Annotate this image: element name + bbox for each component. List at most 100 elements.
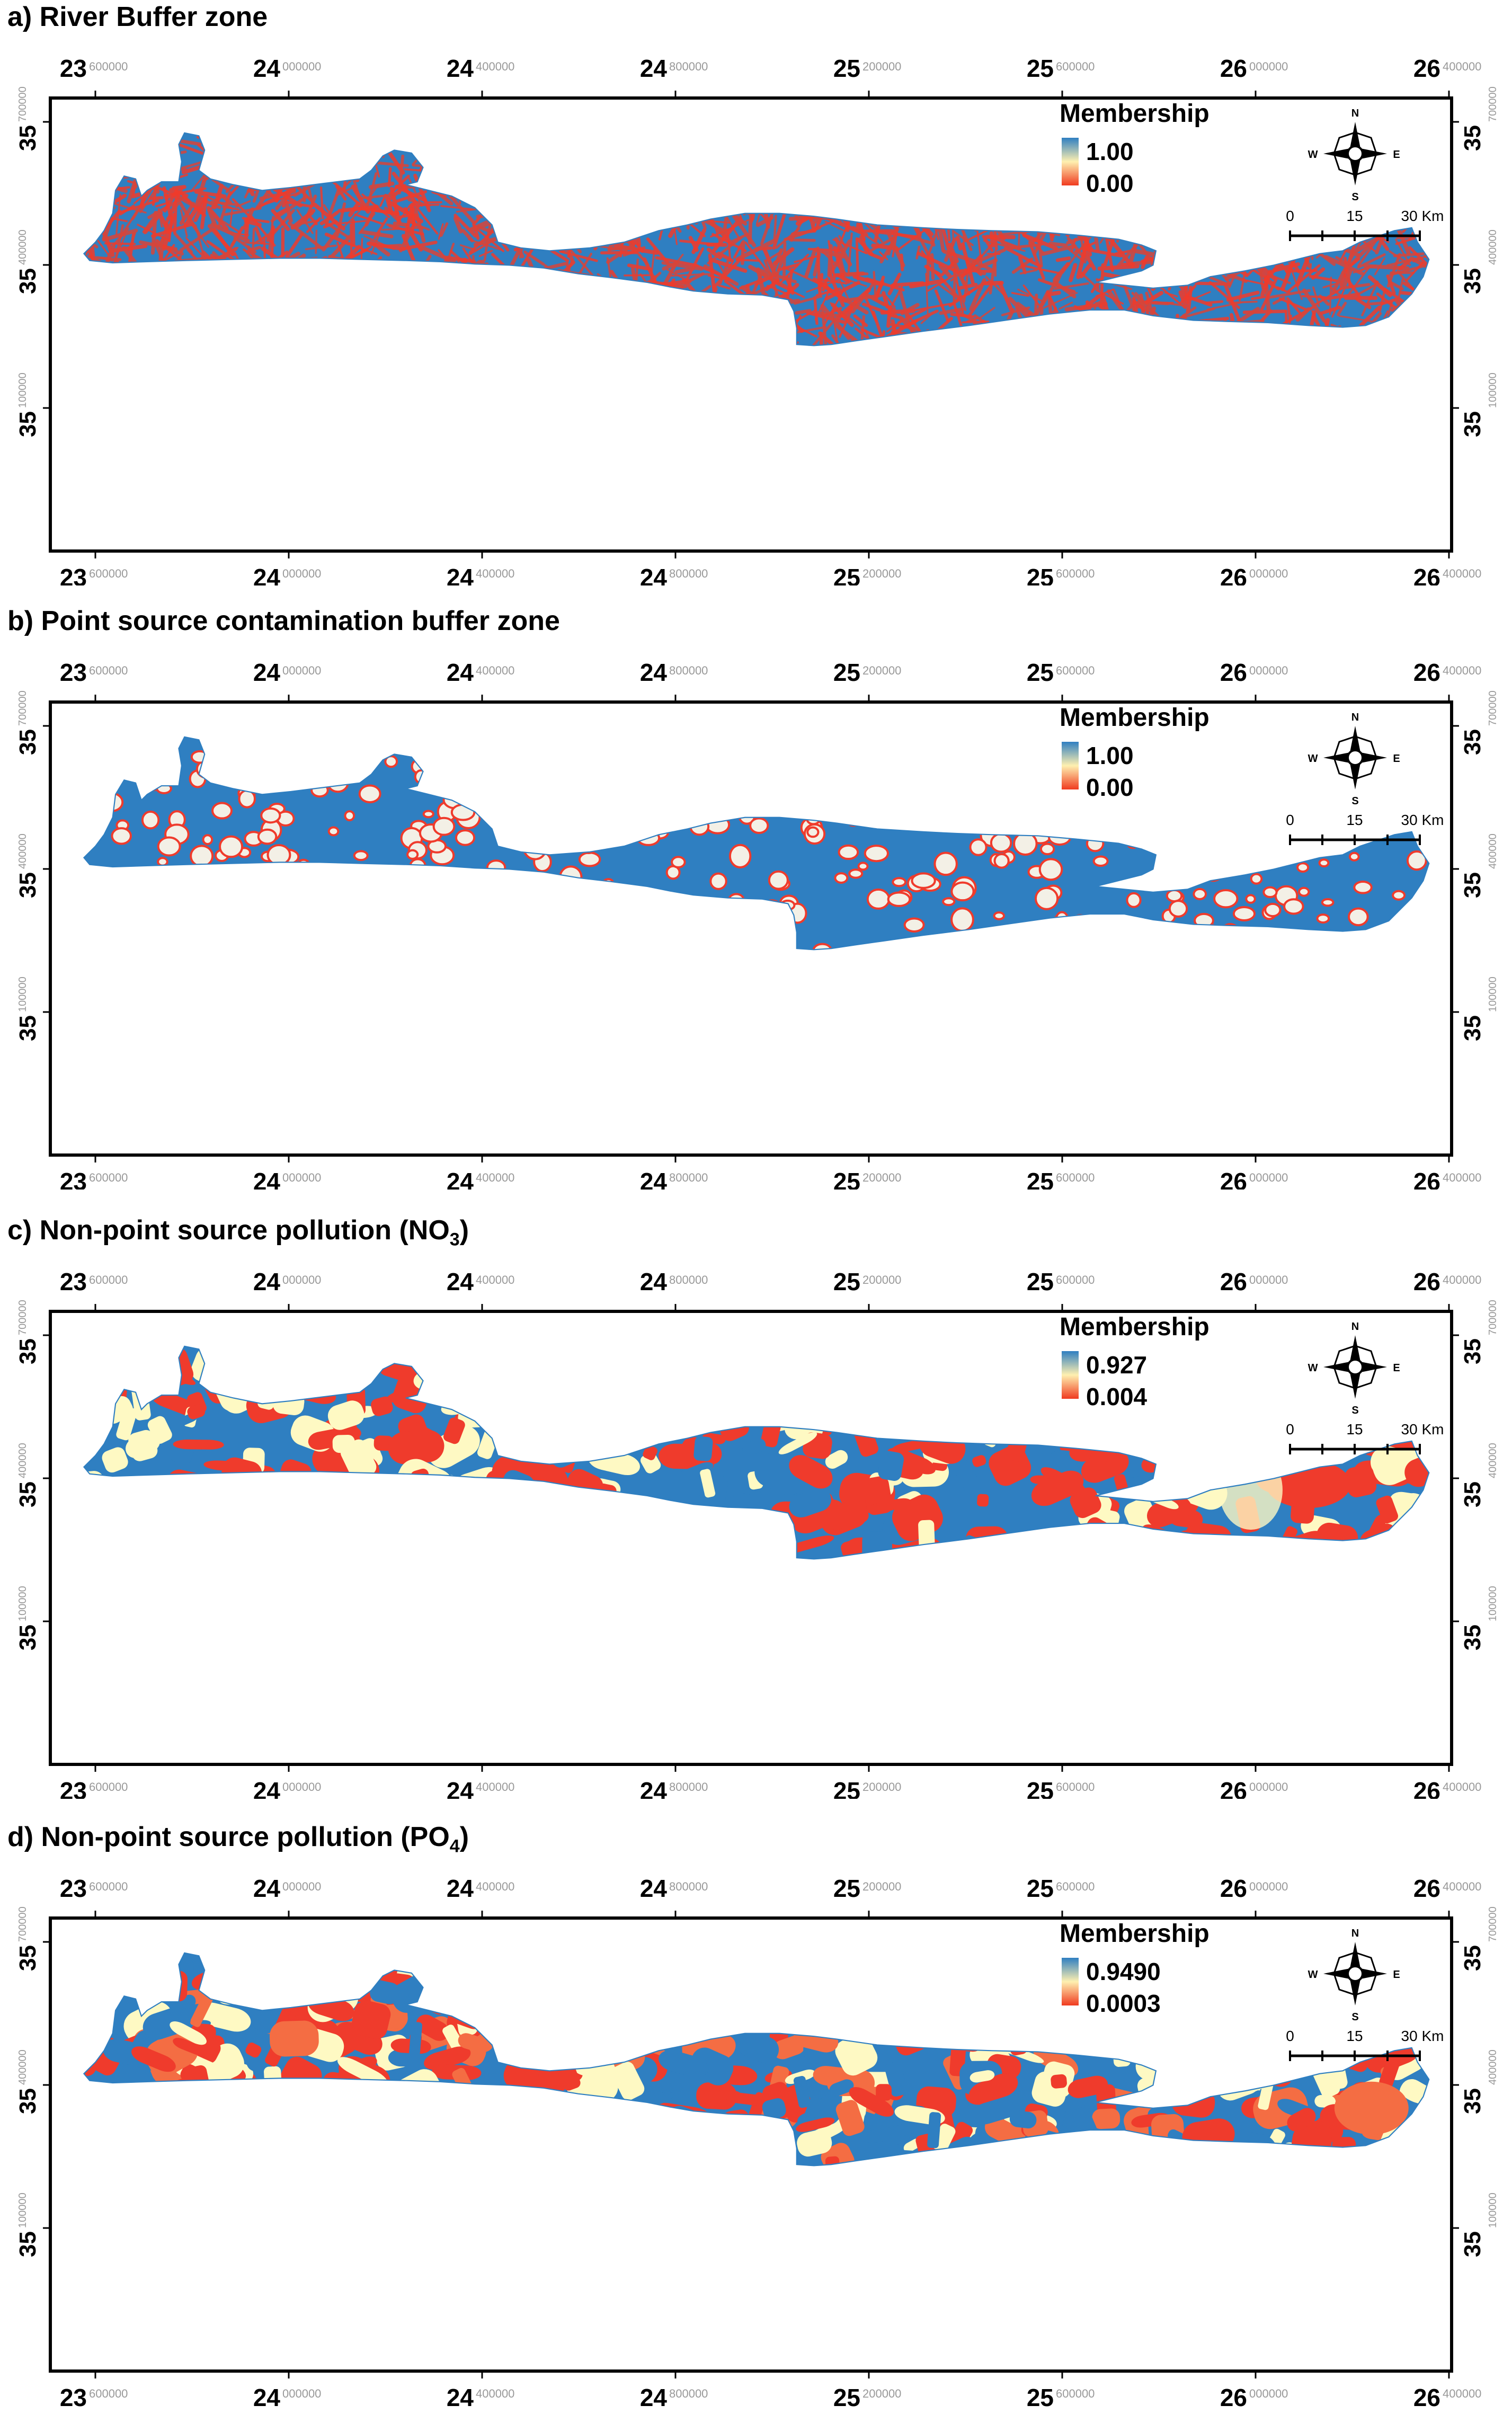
contamination-point: [1034, 886, 1059, 910]
river-segment: [166, 203, 180, 220]
river-segment: [1154, 300, 1190, 307]
river-segment: [775, 227, 800, 249]
river-segment: [1132, 297, 1139, 315]
landuse-patch: [849, 2087, 894, 2117]
river-segment: [812, 312, 841, 346]
x-tick-label-bottom: 25: [833, 1168, 860, 1190]
river-segment: [824, 220, 846, 232]
river-segment: [1144, 290, 1164, 304]
x-tick-minor-bottom: 000000: [1249, 567, 1288, 580]
landuse-patch: [269, 2020, 319, 2057]
island-outline: [83, 132, 1430, 347]
y-tick-label-left: 35: [15, 1481, 41, 1507]
scale-bar-label: 30 Km: [1401, 1421, 1444, 1437]
x-tick-minor-bottom: 400000: [1443, 1171, 1481, 1184]
x-tick-label-bottom: 25: [833, 564, 860, 585]
river-segment: [1041, 244, 1077, 256]
river-segment: [788, 238, 816, 242]
river-segment: [1076, 238, 1089, 279]
x-tick-label-bottom: 24: [253, 564, 281, 585]
x-tick-minor-bottom: 000000: [1249, 1171, 1288, 1184]
x-tick-minor-top: 400000: [476, 60, 514, 73]
river-segment: [232, 198, 254, 221]
river-segment: [830, 302, 862, 329]
river-segment: [180, 209, 188, 237]
contamination-point: [990, 832, 1012, 853]
contamination-point: [857, 862, 869, 871]
legend-low-value: 0.0003: [1086, 1990, 1161, 2017]
river-segment: [366, 172, 378, 207]
river-segment: [305, 244, 337, 251]
river-segment: [670, 273, 714, 277]
river-segment: [139, 240, 178, 251]
x-tick-minor-top: 600000: [89, 664, 128, 677]
river-segment: [1358, 282, 1380, 295]
y-tick-minor-right: 400000: [1487, 2049, 1499, 2085]
compass-label-e: E: [1393, 753, 1400, 765]
contamination-point: [422, 810, 434, 819]
x-tick-minor-bottom: 400000: [476, 2387, 514, 2400]
map-frame: [49, 96, 1453, 553]
y-tick-label-right: 35: [1460, 1481, 1486, 1507]
legend: Membership 0.927 0.004: [1060, 1313, 1209, 1410]
compass-star: [1333, 1345, 1377, 1389]
river-segment: [1386, 274, 1396, 295]
panel-title: b) Point source contamination buffer zon…: [7, 606, 560, 636]
river-segment: [754, 274, 778, 287]
y-tick-minor-left: 400000: [17, 229, 29, 265]
landuse-patch: [1146, 1496, 1191, 1528]
landuse-patch: [984, 2116, 1019, 2145]
contamination-point: [358, 784, 381, 804]
river-segment: [256, 188, 271, 209]
x-tick-label-bottom: 24: [447, 1168, 474, 1190]
y-tick-minor-left: 400000: [17, 833, 29, 869]
x-tick-label-bottom: 24: [640, 2384, 668, 2411]
landuse-patch: [1031, 1470, 1084, 1506]
x-tick-minor-top: 400000: [1443, 1273, 1481, 1286]
scale-bar-label: 0: [1286, 812, 1294, 828]
river-segment: [940, 262, 955, 277]
x-tick-label-bottom: 24: [640, 1168, 668, 1190]
landuse-patch: [778, 1432, 817, 1454]
x-tick-minor-bottom: 200000: [862, 1780, 901, 1794]
river-segment: [308, 189, 315, 208]
landuse-patch: [829, 2079, 854, 2097]
river-segment: [773, 215, 777, 242]
x-tick-label-top: 24: [640, 55, 668, 82]
river-segment: [1262, 278, 1280, 291]
compass-center: [1347, 145, 1364, 162]
river-segment: [1329, 276, 1332, 315]
x-tick-label-bottom: 24: [447, 2384, 474, 2411]
y-tick-label-right: 35: [1460, 1625, 1486, 1650]
river-segment: [440, 222, 449, 237]
compass-label-n: N: [1351, 1321, 1359, 1333]
legend: Membership 1.00 0.00: [1060, 704, 1209, 801]
y-tick-label-right: 35: [1460, 2088, 1486, 2114]
landuse-patch: [825, 1450, 848, 1469]
x-tick-label-top: 26: [1413, 1875, 1440, 1902]
y-tick-left: 35 100000: [15, 977, 41, 1041]
x-tick-label-bottom: 26: [1413, 1168, 1440, 1190]
river-segment: [795, 309, 812, 315]
y-tick-minor-right: 700000: [1487, 1300, 1499, 1335]
river-segment: [920, 312, 933, 324]
river-segment: [1116, 239, 1142, 268]
river-segment: [1386, 253, 1401, 288]
river-segment: [335, 184, 358, 197]
river-segment: [242, 217, 270, 224]
river-segment: [371, 208, 398, 216]
y-tick-label-left: 35: [15, 729, 41, 755]
x-tick-minor-bottom: 600000: [1056, 2387, 1095, 2400]
x-tick-minor-bottom: 000000: [282, 567, 321, 580]
river-segment: [1180, 307, 1215, 319]
river-segment: [1313, 287, 1343, 307]
landuse-patch: [388, 1430, 444, 1465]
compass-label-e: E: [1393, 1362, 1400, 1374]
river-segment: [1019, 269, 1038, 275]
contamination-point: [728, 844, 752, 868]
landuse-patch: [1051, 2074, 1067, 2089]
landuse-patch: [693, 1436, 713, 1461]
landuse-patch: [643, 1445, 657, 1460]
